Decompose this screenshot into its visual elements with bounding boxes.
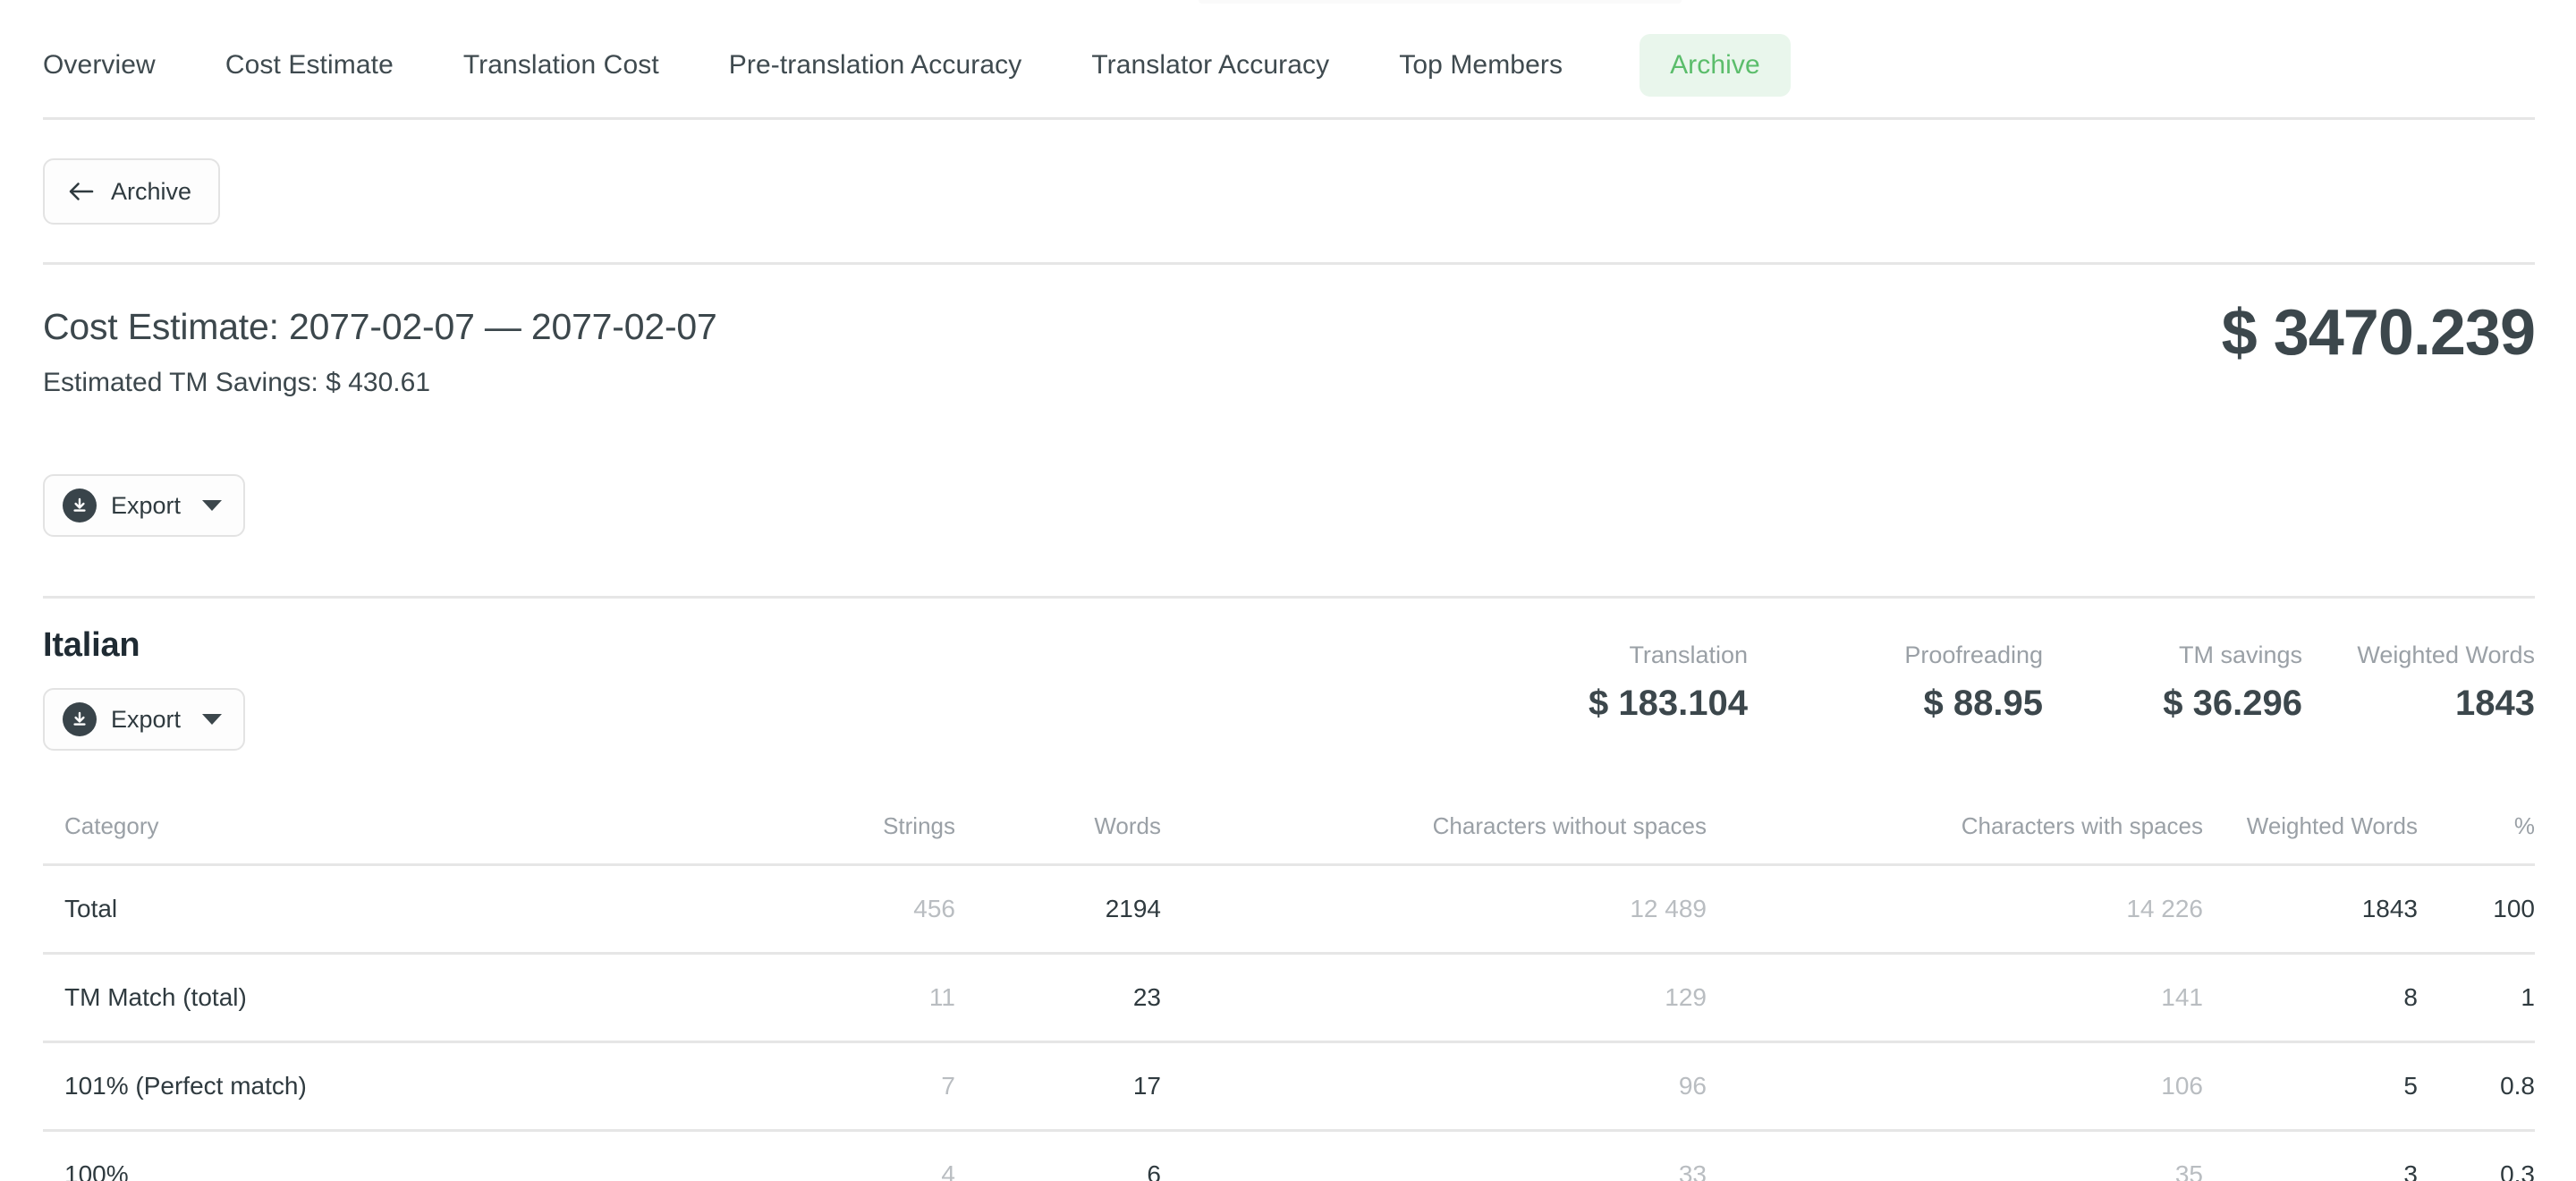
export-button-top[interactable]: Export <box>43 474 246 537</box>
tab-archive[interactable]: Archive <box>1640 34 1791 97</box>
cell-words: 2194 <box>955 863 1161 954</box>
cell-strings: 7 <box>660 1041 955 1131</box>
th-characters-without-spaces[interactable]: Characters without spaces <box>1432 812 1707 839</box>
table-header: Category Strings Words Characters withou… <box>43 812 2535 865</box>
cell-percent: 0.8 <box>2418 1041 2535 1131</box>
cell-strings: 456 <box>660 863 955 954</box>
stat-weighted-words-label: Weighted Words <box>2357 641 2535 668</box>
stat-proofreading-value: $ 88.95 <box>1923 683 2043 723</box>
tab-translation-cost[interactable]: Translation Cost <box>462 50 659 80</box>
estimate-total-amount: $ 3470.239 <box>2221 297 2536 369</box>
stat-proofreading: Proofreading $ 88.95 <box>1748 641 2043 723</box>
export-button-language-label: Export <box>111 705 182 733</box>
cell-chars-without-spaces: 33 <box>1161 1129 1707 1181</box>
tab-cost-estimate[interactable]: Cost Estimate <box>225 50 394 80</box>
cell-weighted-words: 5 <box>2203 1041 2418 1131</box>
th-category[interactable]: Category <box>64 812 159 839</box>
back-button-label: Archive <box>111 177 192 205</box>
cell-words: 6 <box>955 1129 1161 1181</box>
cell-chars-without-spaces: 129 <box>1161 952 1707 1042</box>
stat-translation-label: Translation <box>1629 641 1748 668</box>
cell-chars-with-spaces: 14 226 <box>1707 863 2203 954</box>
estimate-header: Cost Estimate: 2077-02-07 — 2077-02-07 E… <box>43 295 2536 398</box>
chevron-down-icon <box>202 714 223 725</box>
stat-tm-savings: TM savings $ 36.296 <box>2043 641 2302 723</box>
tab-translator-accuracy[interactable]: Translator Accuracy <box>1091 50 1330 80</box>
cell-percent: 0.3 <box>2418 1129 2535 1181</box>
section-divider <box>43 596 2535 599</box>
cell-category: TM Match (total) <box>43 952 660 1042</box>
cost-breakdown-table: Category Strings Words Characters withou… <box>43 812 2535 1181</box>
cell-weighted-words: 1843 <box>2203 863 2418 954</box>
estimate-header-left: Cost Estimate: 2077-02-07 — 2077-02-07 E… <box>43 295 717 398</box>
cell-strings: 4 <box>660 1129 955 1181</box>
tab-overview[interactable]: Overview <box>43 50 156 80</box>
stat-weighted-words: Weighted Words 1843 <box>2302 641 2535 723</box>
cell-chars-with-spaces: 106 <box>1707 1041 2203 1131</box>
stat-tm-savings-label: TM savings <box>2178 641 2302 668</box>
language-header-left: Italian Export <box>43 626 246 751</box>
export-button-top-label: Export <box>111 491 182 519</box>
cell-category: 100% <box>43 1129 660 1181</box>
th-words[interactable]: Words <box>1094 812 1161 839</box>
table-row[interactable]: 100% 4 6 33 35 3 0.3 <box>43 1129 2535 1181</box>
language-header: Italian Export Translation <box>43 626 2535 751</box>
th-percent[interactable]: % <box>2513 812 2535 839</box>
language-summary-stats: Translation $ 183.104 Proofreading $ 88.… <box>1479 626 2535 723</box>
page-title: Cost Estimate: 2077-02-07 — 2077-02-07 <box>43 306 717 347</box>
cell-chars-with-spaces: 35 <box>1707 1129 2203 1181</box>
download-circle-icon <box>63 489 97 523</box>
back-row-divider <box>43 262 2535 265</box>
stat-translation: Translation $ 183.104 <box>1479 641 1748 723</box>
cell-weighted-words: 8 <box>2203 952 2418 1042</box>
cell-words: 17 <box>955 1041 1161 1131</box>
cell-category: Total <box>43 863 660 954</box>
table-row[interactable]: Total 456 2194 12 489 14 226 1843 100 <box>43 863 2535 954</box>
cell-chars-without-spaces: 96 <box>1161 1041 1707 1131</box>
back-navigation-row: Archive <box>43 158 2535 257</box>
stat-translation-value: $ 183.104 <box>1589 683 1748 723</box>
estimated-tm-savings: Estimated TM Savings: $ 430.61 <box>43 368 431 397</box>
cell-percent: 100 <box>2418 863 2535 954</box>
cell-category: 101% (Perfect match) <box>43 1041 660 1131</box>
stat-tm-savings-value: $ 36.296 <box>2163 683 2302 723</box>
stat-proofreading-label: Proofreading <box>1904 641 2043 668</box>
cell-chars-without-spaces: 12 489 <box>1161 863 1707 954</box>
cell-strings: 11 <box>660 952 955 1042</box>
download-circle-icon <box>63 702 97 736</box>
language-section-italian: Italian Export Translation <box>43 626 2535 751</box>
cell-chars-with-spaces: 141 <box>1707 952 2203 1042</box>
table-row[interactable]: TM Match (total) 11 23 129 141 8 1 <box>43 952 2535 1042</box>
th-characters-with-spaces[interactable]: Characters with spaces <box>1961 812 2203 839</box>
table-row[interactable]: 101% (Perfect match) 7 17 96 106 5 0.8 <box>43 1041 2535 1131</box>
cell-words: 23 <box>955 952 1161 1042</box>
stat-weighted-words-value: 1843 <box>2455 683 2535 723</box>
language-name: Italian <box>43 626 140 664</box>
cell-percent: 1 <box>2418 952 2535 1042</box>
chevron-down-icon <box>202 500 223 511</box>
back-to-archive-button[interactable]: Archive <box>43 158 221 225</box>
export-button-language[interactable]: Export <box>43 688 246 751</box>
tab-pre-translation-accuracy[interactable]: Pre-translation Accuracy <box>728 50 1022 80</box>
export-row-top: Export <box>43 474 246 537</box>
main-tab-bar: Overview Cost Estimate Translation Cost … <box>43 13 2535 118</box>
tab-bar-divider <box>43 117 2535 120</box>
arrow-left-icon <box>68 181 95 202</box>
table-body: Total 456 2194 12 489 14 226 1843 100 TM… <box>43 863 2535 1181</box>
top-clipped-panel <box>1199 0 1682 4</box>
cell-weighted-words: 3 <box>2203 1129 2418 1181</box>
th-strings[interactable]: Strings <box>883 812 955 839</box>
th-weighted-words[interactable]: Weighted Words <box>2246 812 2418 839</box>
tab-top-members[interactable]: Top Members <box>1399 50 1563 80</box>
table-header-row: Category Strings Words Characters withou… <box>43 812 2535 865</box>
